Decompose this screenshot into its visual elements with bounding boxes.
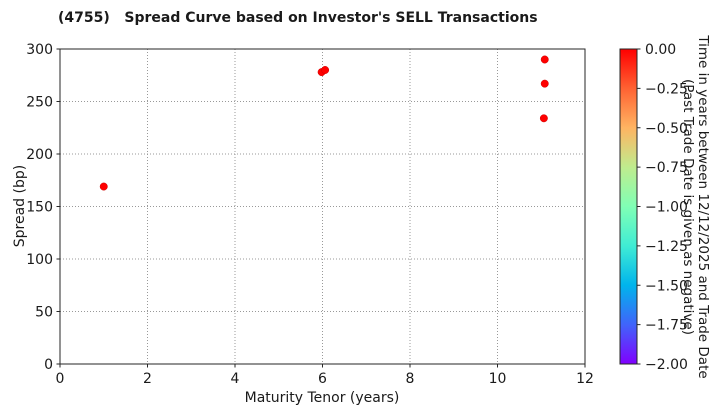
data-point	[99, 182, 108, 191]
colorbar-label: Time in years between 12/12/2025 and Tra…	[680, 35, 711, 379]
plot-frame	[59, 48, 586, 365]
colorbar-tick-label: −1.00	[645, 200, 688, 216]
x-axis-tick-label: 0	[56, 371, 65, 387]
colorbar-tick-label: −0.75	[645, 160, 688, 176]
data-point	[540, 55, 549, 64]
chart-title: (4755) Spread Curve based on Investor's …	[58, 10, 538, 26]
data-point	[540, 79, 549, 88]
colorbar-bar	[619, 48, 638, 365]
colorbar-label-line1: Time in years between 12/12/2025 and Tra…	[695, 35, 711, 379]
colorbar-tick-label: −1.50	[645, 278, 688, 294]
colorbar-tick-label: −0.50	[645, 121, 688, 137]
colorbar-tick-label: 0.00	[645, 42, 676, 58]
x-axis-tick-label: 8	[406, 371, 415, 387]
colorbar-tick-label: −1.25	[645, 239, 688, 255]
y-axis-tick-label: 50	[35, 305, 53, 321]
x-axis-tick-label: 2	[143, 371, 152, 387]
y-axis-tick-label: 100	[26, 252, 53, 268]
x-axis-tick-label: 6	[318, 371, 327, 387]
y-axis-label: Spread (bp)	[12, 164, 28, 248]
x-axis-tick-label: 10	[489, 371, 507, 387]
colorbar-tick-label: −0.25	[645, 81, 688, 97]
x-axis-tick-label: 4	[231, 371, 240, 387]
x-axis-label: Maturity Tenor (years)	[244, 390, 400, 406]
y-axis-tick-label: 300	[26, 42, 53, 58]
y-axis-tick-label: 0	[44, 357, 53, 373]
x-axis-tick-label: 12	[576, 371, 594, 387]
y-axis-tick-label: 150	[26, 200, 53, 216]
data-point	[321, 66, 330, 74]
y-axis-tick-label: 200	[26, 147, 53, 163]
data-point	[539, 114, 548, 123]
colorbar-tick-label: −1.75	[645, 318, 688, 334]
colorbar-label-line2: (Past Trade Date is given as negative)	[680, 79, 696, 335]
y-axis-tick-label: 250	[26, 95, 53, 111]
colorbar-tick-label: −2.00	[645, 357, 688, 373]
